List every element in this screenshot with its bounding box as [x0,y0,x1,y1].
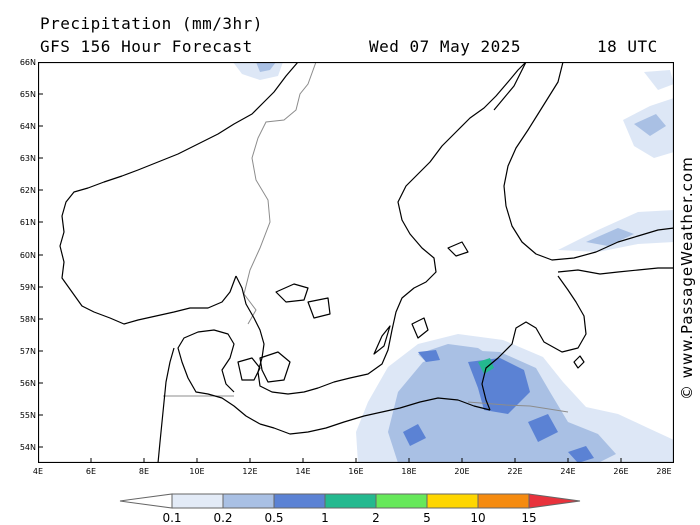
forecast-time: 18 UTC [597,37,658,56]
legend-label: 2 [372,511,380,525]
legend-label: 5 [423,511,431,525]
lon-label-20e: 20E [454,467,470,476]
lat-label-55n: 55N [19,411,36,420]
lon-label-24e: 24E [560,467,576,476]
lon-label-6e: 6E [85,467,97,476]
forecast-subtitle: GFS 156 Hour Forecast [40,37,253,56]
legend-label: 0.5 [264,511,284,525]
lat-label-60n: 60N [19,251,36,260]
lat-label-65n: 65N [19,90,36,99]
lon-label-18e: 18E [401,467,417,476]
watermark: © www.PassageWeather.com [678,156,696,400]
lat-label-66n: 66N [19,58,36,67]
lon-label-26e: 26E [613,467,629,476]
legend-label: 1 [321,511,329,525]
lat-label-61n: 61N [19,218,36,227]
legend-label: 15 [521,511,537,525]
precipitation-map [38,62,674,463]
lat-label-57n: 57N [19,347,36,356]
lon-label-28e: 28E [656,467,672,476]
forecast-date: Wed 07 May 2025 [369,37,521,56]
lat-label-63n: 63N [19,154,36,163]
map-title: Precipitation (mm/3hr) [40,14,263,33]
lon-label-22e: 22E [507,467,523,476]
lat-label-64n: 64N [19,122,36,131]
legend-label: 0.1 [162,511,182,525]
lat-label-62n: 62N [19,186,36,195]
lon-label-8e: 8E [138,467,150,476]
lon-label-12e: 12E [242,467,258,476]
precipitation-legend [119,493,581,509]
lat-label-56n: 56N [19,379,36,388]
lon-label-14e: 14E [295,467,311,476]
precipitation-areas [233,62,674,463]
lat-label-59n: 59N [19,283,36,292]
legend-label: 10 [470,511,486,525]
lon-label-16e: 16E [348,467,364,476]
lon-label-4e: 4E [32,467,44,476]
lat-label-54n: 54N [19,443,36,452]
coastlines [59,62,674,463]
lat-label-58n: 58N [19,315,36,324]
legend-label: 0.2 [213,511,233,525]
lon-label-10e: 10E [189,467,205,476]
